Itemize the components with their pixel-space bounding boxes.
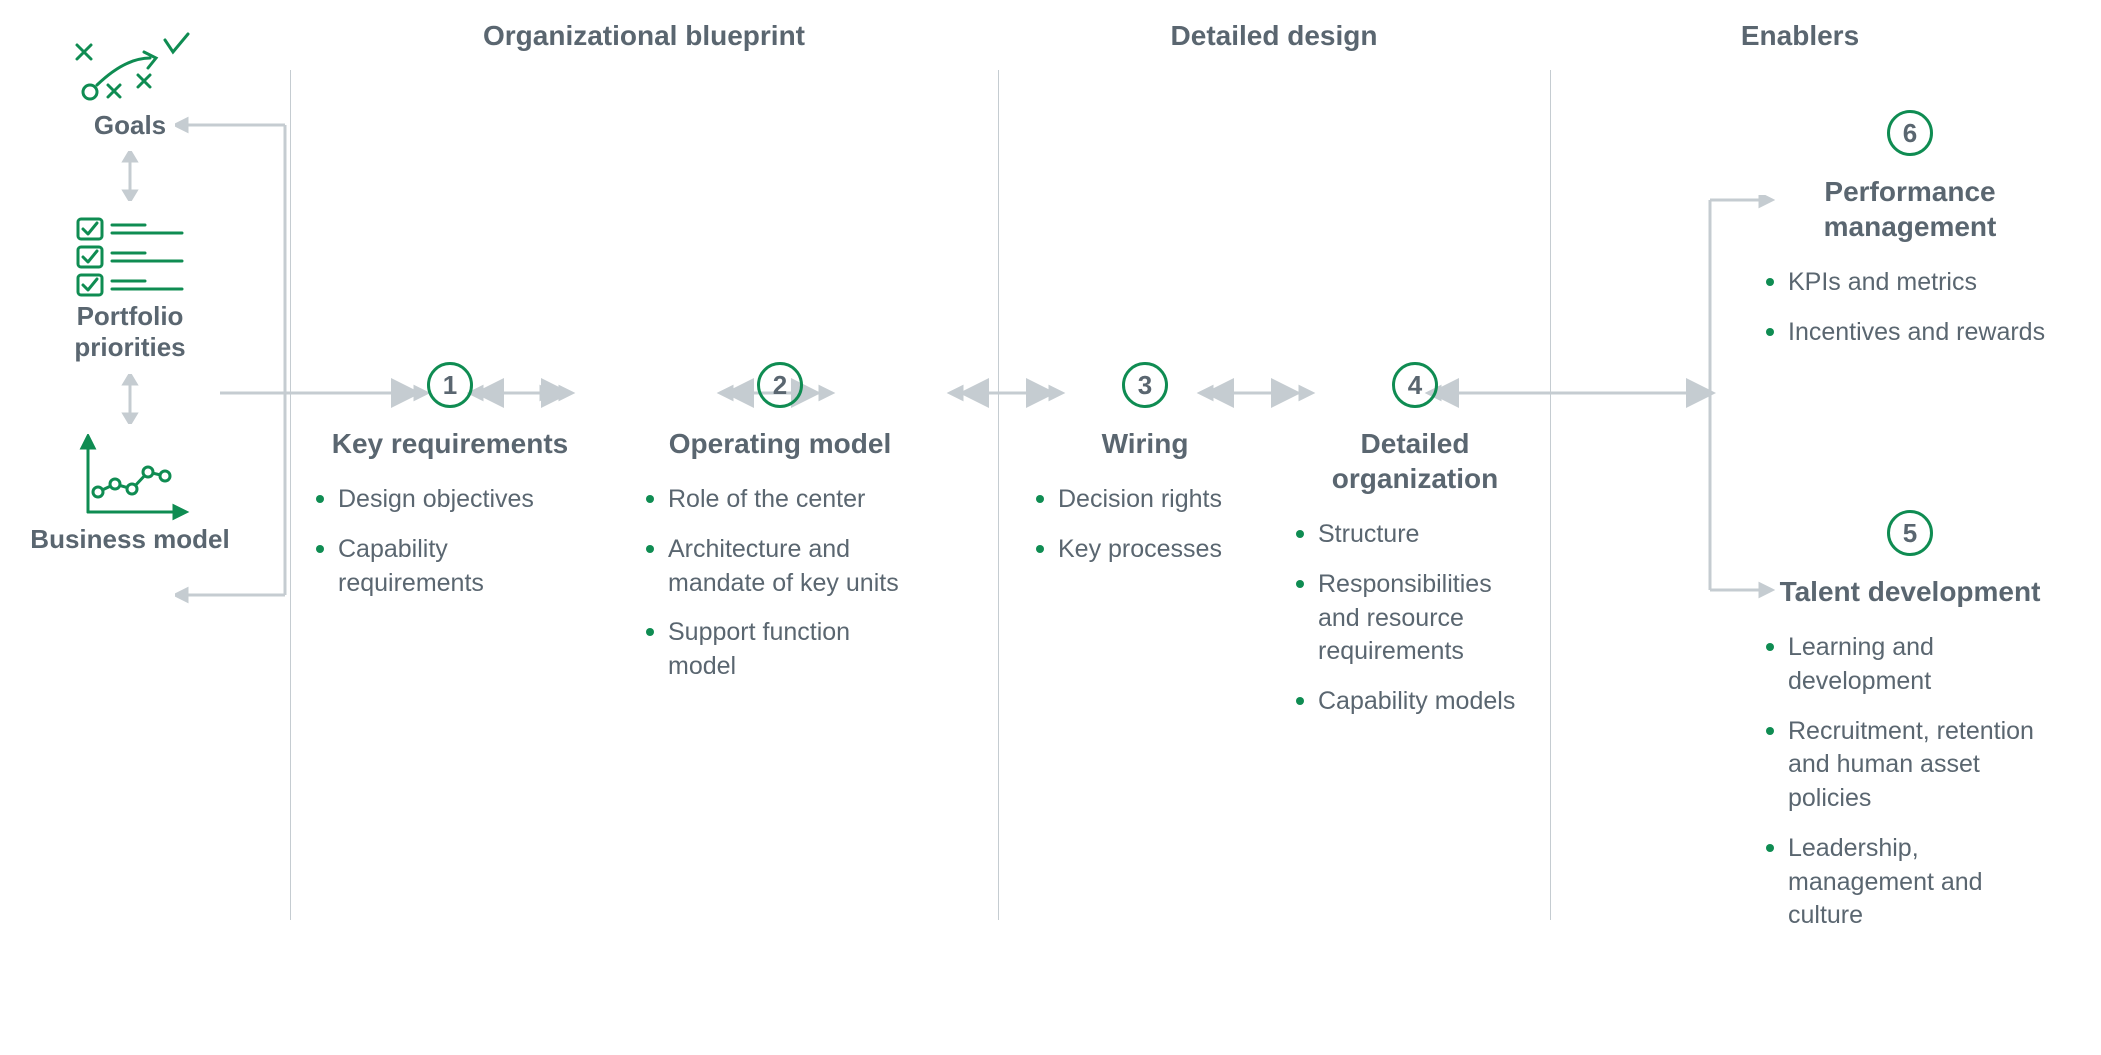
col-2-title: Operating model xyxy=(640,426,920,461)
goals-icon xyxy=(30,30,230,110)
header-org-blueprint: Organizational blueprint xyxy=(290,20,998,52)
bullet: Design objectives xyxy=(310,483,590,517)
arrow-goals-portfolio xyxy=(120,151,140,201)
bullet: Incentives and rewards xyxy=(1760,316,2060,350)
num-circle-2: 2 xyxy=(757,362,803,408)
col-1: 1 Key requirements Design objectives Cap… xyxy=(310,362,590,616)
bullet: Capability models xyxy=(1290,685,1540,719)
enabler-6: 6 Performance management KPIs and metric… xyxy=(1760,110,2060,366)
arrow-business-connector xyxy=(175,580,295,610)
bullet: KPIs and metrics xyxy=(1760,266,2060,300)
arrow-portfolio-business xyxy=(120,374,140,424)
enabler-5: 5 Talent development Learning and develo… xyxy=(1760,510,2060,949)
bullet: Recruitment, retention and human asset p… xyxy=(1760,715,2060,816)
col-3-title: Wiring xyxy=(1030,426,1260,461)
divider-1 xyxy=(290,70,291,920)
business-label: Business model xyxy=(30,524,230,555)
business-block: Business model xyxy=(30,434,230,555)
portfolio-block: Portfolio priorities xyxy=(30,211,230,363)
col-4: 4 Detailed organization Structure Respon… xyxy=(1290,362,1540,735)
enabler-6-bullets: KPIs and metrics Incentives and rewards xyxy=(1760,266,2060,350)
bullet: Capability requirements xyxy=(310,533,590,601)
divider-3 xyxy=(1550,70,1551,920)
bullet: Key processes xyxy=(1030,533,1260,567)
bullet: Responsibilities and resource requiremen… xyxy=(1290,568,1540,669)
header-detailed-design: Detailed design xyxy=(998,20,1550,52)
bullet: Structure xyxy=(1290,518,1540,552)
col-1-title: Key requirements xyxy=(310,426,590,461)
col-1-bullets: Design objectives Capability requirement… xyxy=(310,483,590,600)
bullet: Role of the center xyxy=(640,483,920,517)
num-circle-1: 1 xyxy=(427,362,473,408)
bullet: Architecture and mandate of key units xyxy=(640,533,920,601)
business-icon xyxy=(30,434,230,524)
bullet: Decision rights xyxy=(1030,483,1260,517)
bullet: Leadership, management and culture xyxy=(1760,832,2060,933)
num-circle-4: 4 xyxy=(1392,362,1438,408)
col-2: 2 Operating model Role of the center Arc… xyxy=(640,362,920,700)
arrow-business-vline xyxy=(282,395,288,595)
enabler-5-title: Talent development xyxy=(1760,574,2060,609)
num-circle-5: 5 xyxy=(1887,510,1933,556)
col-4-bullets: Structure Responsibilities and resource … xyxy=(1290,518,1540,719)
col-2-bullets: Role of the center Architecture and mand… xyxy=(640,483,920,684)
portfolio-label: Portfolio priorities xyxy=(30,301,230,363)
bullet: Learning and development xyxy=(1760,631,2060,699)
divider-2 xyxy=(998,70,999,920)
col-3-bullets: Decision rights Key processes xyxy=(1030,483,1260,567)
enabler-5-bullets: Learning and development Recruitment, re… xyxy=(1760,631,2060,933)
portfolio-icon xyxy=(30,211,230,301)
num-circle-6: 6 xyxy=(1887,110,1933,156)
col-4-title: Detailed organization xyxy=(1290,426,1540,496)
header-enablers: Enablers xyxy=(1550,20,2050,52)
bullet: Support function model xyxy=(640,616,920,684)
enabler-6-title: Performance management xyxy=(1760,174,2060,244)
arrow-goals-connector xyxy=(175,110,295,140)
arrow-goals-vline xyxy=(282,125,288,395)
col-3: 3 Wiring Decision rights Key processes xyxy=(1030,362,1260,583)
num-circle-3: 3 xyxy=(1122,362,1168,408)
left-stack: Goals Port xyxy=(30,30,230,555)
